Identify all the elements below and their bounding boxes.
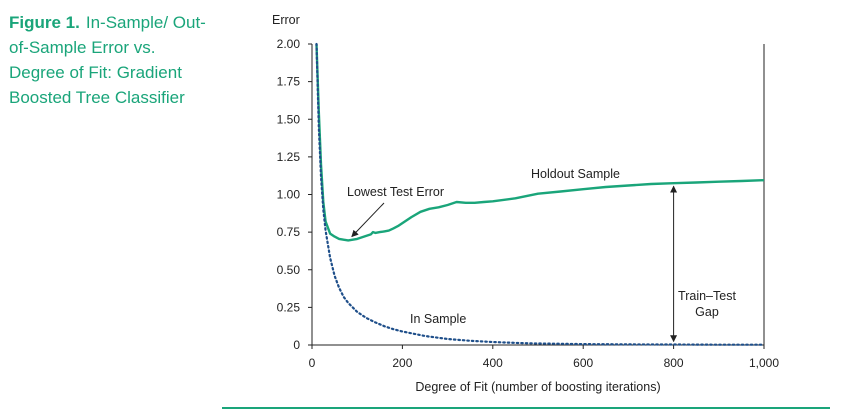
in-sample-label: In Sample bbox=[410, 312, 466, 326]
x-tick-label: 800 bbox=[664, 356, 684, 370]
holdout-sample-line bbox=[315, 43, 765, 242]
y-tick-label: 1.50 bbox=[277, 112, 301, 126]
figure-label: Figure 1. bbox=[9, 13, 80, 32]
x-tick-label: 400 bbox=[483, 356, 503, 370]
annotations: Lowest Test Error Holdout Sample In Sample… bbox=[347, 167, 736, 343]
lowest-test-error-label: Lowest Test Error bbox=[347, 185, 444, 199]
x-tick-label: 200 bbox=[392, 356, 412, 370]
y-tick-label: 0.75 bbox=[277, 225, 301, 239]
x-tick-label: 0 bbox=[309, 356, 316, 370]
figure-title-text: In-Sample/ Out-of-Sample Error vs. Degre… bbox=[9, 13, 206, 107]
x-axis-title: Degree of Fit (number of boosting iterat… bbox=[415, 380, 660, 394]
y-tick-label: 1.25 bbox=[277, 150, 301, 164]
gap-label-line2: Gap bbox=[695, 305, 719, 319]
gap-label-line1: Train–Test bbox=[678, 289, 736, 303]
figure-title: Figure 1. In-Sample/ Out-of-Sample Error … bbox=[9, 10, 209, 110]
series-layer bbox=[315, 42, 766, 346]
lowest-error-arrow bbox=[351, 202, 385, 238]
axes: 0 0.25 0.50 0.75 1.00 1.25 1.50 1.75 2.00 0 200 400… bbox=[272, 13, 779, 394]
y-tick-label: 0.50 bbox=[277, 263, 301, 277]
holdout-sample-label: Holdout Sample bbox=[531, 167, 620, 181]
y-axis-title: Error bbox=[272, 13, 300, 27]
y-tick-label: 1.00 bbox=[277, 188, 301, 202]
in-sample-line bbox=[315, 42, 766, 346]
x-tick-label: 600 bbox=[573, 356, 593, 370]
x-tick-label: 1,000 bbox=[749, 356, 779, 370]
y-tick-label: 1.75 bbox=[277, 75, 301, 89]
y-tick-label: 2.00 bbox=[277, 37, 301, 51]
y-tick-label: 0 bbox=[293, 338, 300, 352]
y-tick-label: 0.25 bbox=[277, 300, 301, 314]
